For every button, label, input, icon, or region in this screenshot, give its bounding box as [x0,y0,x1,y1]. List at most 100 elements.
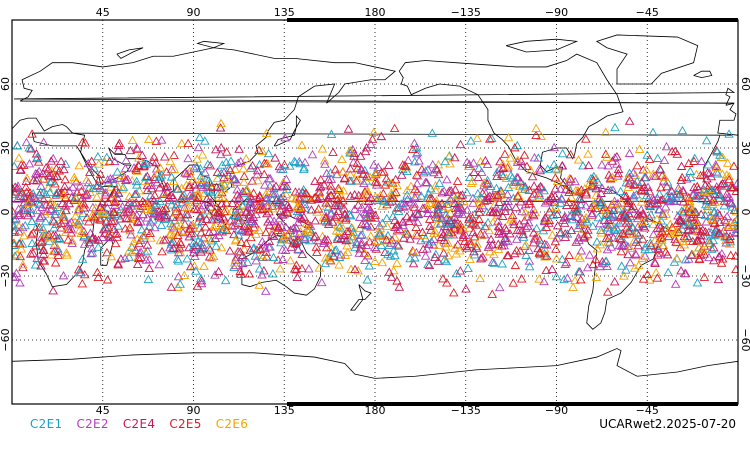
observation-marker [451,249,462,258]
observation-marker [377,201,388,210]
observation-marker [113,188,124,197]
lat-tick-label-right: 60 [739,77,750,91]
observation-marker [626,175,636,185]
observation-marker [345,145,355,155]
observation-marker [85,167,95,176]
observation-marker [560,259,571,268]
observation-marker [196,276,207,285]
observation-marker [628,193,639,202]
observation-marker [362,187,372,196]
observation-marker [95,183,106,192]
observation-marker [725,236,736,246]
observation-marker [683,233,694,242]
observation-marker [680,268,690,278]
observation-marker [333,206,343,215]
observation-marker [97,185,108,195]
observation-marker [561,213,571,222]
observation-marker [297,140,307,149]
observation-marker [219,172,229,182]
observation-marker [242,185,253,194]
observation-marker [572,223,583,232]
observation-marker [346,176,357,185]
observation-marker [709,218,720,228]
observation-marker [623,215,634,225]
observation-marker [26,229,37,239]
observation-marker [609,277,620,286]
observation-marker [130,245,141,255]
observation-marker [614,240,625,250]
observation-marker [389,123,400,133]
observation-marker [276,237,286,247]
observation-marker [365,172,375,182]
observation-marker [535,165,546,175]
observation-marker [657,170,668,180]
observation-marker [295,213,306,222]
observation-marker [282,207,293,217]
observation-marker [595,239,606,249]
observation-marker [575,253,585,262]
observation-marker [489,249,499,259]
observation-marker [294,187,304,196]
observation-marker [109,207,119,216]
observation-marker [329,251,339,260]
observation-marker [370,256,380,265]
observation-marker [615,203,626,213]
observation-marker [549,159,559,169]
observation-marker [179,270,190,279]
observation-marker [147,194,158,203]
observation-marker [630,249,641,258]
observation-marker [28,248,38,257]
observation-marker [166,282,177,291]
observation-marker [723,220,734,230]
observation-marker [451,268,462,278]
observation-marker [492,167,502,177]
observation-marker [196,273,206,283]
observation-marker [727,183,738,192]
observation-marker [500,233,510,242]
observation-marker [412,178,422,188]
coastline [196,40,226,49]
observation-marker [238,201,248,210]
observation-marker [573,155,584,164]
observation-marker [380,180,391,189]
observation-marker [669,196,680,205]
observation-marker [196,171,206,180]
observation-marker [360,146,371,156]
observation-marker [311,231,321,240]
observation-marker [515,225,525,234]
observation-marker [53,187,64,196]
observation-marker [383,235,393,245]
observation-marker [540,244,550,253]
observation-marker [244,269,255,278]
observation-marker [725,231,735,241]
observation-marker [466,136,476,145]
observation-marker [22,173,32,182]
observation-marker [299,212,309,221]
observation-marker [690,207,701,216]
observation-marker [520,207,531,217]
observation-marker [529,153,540,162]
observation-marker [596,200,606,209]
observation-marker [393,241,404,250]
observation-marker [124,252,134,261]
observation-marker [254,145,264,154]
lat-tick-label-left: −60 [0,328,12,351]
observation-marker [678,236,689,246]
observation-marker [356,240,367,249]
observation-marker [717,152,728,161]
observation-marker [144,134,154,143]
coastlines [12,34,738,404]
observation-marker [140,247,151,257]
observation-marker [56,156,66,166]
observation-marker [71,177,82,186]
observation-marker [605,173,616,182]
observation-marker [323,202,334,212]
observation-marker [564,187,574,196]
observation-marker [225,246,235,255]
observation-marker [424,260,435,270]
observation-marker [140,172,151,182]
lat-tick-label-right: −30 [739,264,750,287]
observation-marker [267,201,278,210]
observation-marker [685,166,695,175]
observation-marker [102,247,112,257]
